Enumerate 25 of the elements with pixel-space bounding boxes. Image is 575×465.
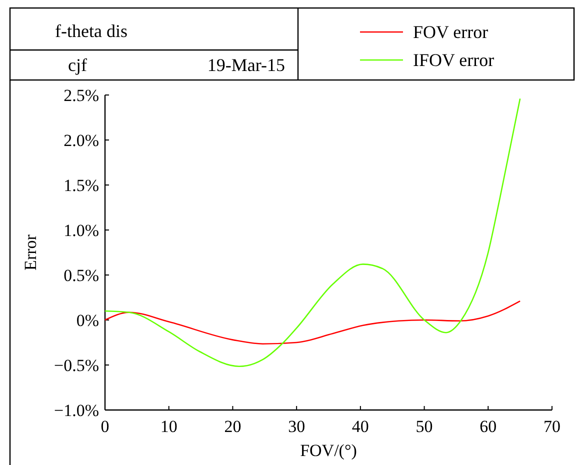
x-tick-label: 0 <box>100 417 110 436</box>
chart-title: f-theta dis <box>55 21 128 41</box>
line-series <box>104 98 521 367</box>
y-tick-label: 1.0% <box>64 221 99 240</box>
y-tick-label: 0% <box>76 311 99 330</box>
y-tick-label: 2.0% <box>64 131 99 150</box>
x-tick-label: 50 <box>416 417 433 436</box>
y-tick-label: 0.5% <box>64 266 99 285</box>
y-tick-label: −0.5% <box>54 356 99 375</box>
y-tick-label: 2.5% <box>64 86 99 105</box>
x-tick-label: 40 <box>352 417 369 436</box>
text: 19-Mar-15 <box>207 55 285 75</box>
y-axis-title: Error <box>21 234 40 270</box>
legend-label: FOV error <box>413 22 488 42</box>
y-tick-label: −1.0% <box>54 401 99 420</box>
x-tick-label: 20 <box>224 417 242 436</box>
line-series <box>104 300 521 344</box>
legend-label: IFOV error <box>413 50 494 70</box>
x-tick-label: 30 <box>288 417 306 436</box>
text: cjf <box>68 55 87 75</box>
y-tick-label: 1.5% <box>64 176 99 195</box>
x-tick-label: 70 <box>544 417 560 436</box>
x-tick-label: 60 <box>480 417 497 436</box>
x-tick-label: 10 <box>160 417 178 436</box>
x-axis-title: FOV/(°) <box>300 441 357 460</box>
